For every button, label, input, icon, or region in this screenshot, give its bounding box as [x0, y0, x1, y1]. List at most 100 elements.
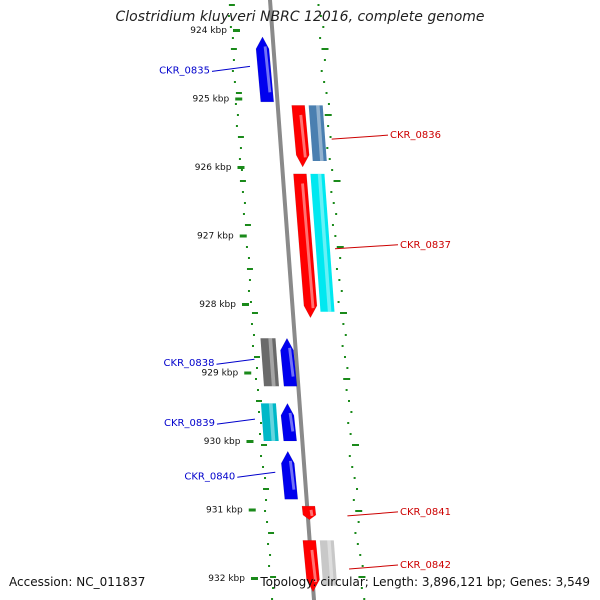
gene-ckr-0840[interactable]: [281, 450, 299, 500]
gene-ckr-0835-arrow-sheen: [263, 46, 272, 93]
map-title: Clostridium kluyveri NBRC 12016, complet…: [115, 9, 485, 25]
tick-label: 932 kbp: [208, 574, 245, 584]
gc-dot: [350, 411, 353, 413]
gc-dot: [329, 136, 332, 138]
gc-dot: [266, 521, 269, 523]
gc-dot: [260, 422, 263, 424]
gc-dot: [344, 334, 347, 336]
gene-ckr-0836-label-group[interactable]: CKR_0836: [331, 130, 441, 141]
gc-dot: [348, 400, 350, 402]
gene-ckr-0838-cog-block: [260, 338, 279, 387]
gc-dot: [361, 565, 364, 567]
gc-dot: [320, 70, 323, 72]
gene-ckr-0841-arrow: [301, 505, 317, 521]
gc-dot: [354, 532, 357, 534]
gene-ckr-0836-label[interactable]: CKR_0836: [390, 130, 441, 141]
gene-ckr-0836[interactable]: [291, 105, 310, 168]
gene-ckr-0842-cog-block: [319, 540, 338, 586]
gene-ckr-0835-label[interactable]: CKR_0835: [159, 65, 210, 76]
gene-ckr-0839[interactable]: [280, 402, 297, 442]
gc-dot: [271, 598, 274, 600]
gc-dot: [251, 345, 254, 347]
tick-930: 930 kbp: [204, 437, 254, 447]
gene-ckr-0840-label[interactable]: CKR_0840: [184, 471, 235, 482]
tick-928: 928 kbp: [199, 300, 249, 310]
gc-dot: [265, 499, 268, 501]
gene-ckr-0837-label-group[interactable]: CKR_0837: [334, 240, 451, 251]
gc-dot: [347, 422, 350, 424]
gc-dot: [341, 345, 344, 347]
gc-dot: [234, 103, 237, 105]
gc-dot: [356, 488, 359, 490]
tick-924: 924 kbp: [190, 26, 240, 36]
gene-ckr-0838-leader-line: [216, 358, 255, 365]
gene-ckr-0842-arrow-sheen: [310, 549, 318, 583]
gene-ckr-0838-label[interactable]: CKR_0838: [164, 358, 215, 369]
gc-dot: [242, 213, 245, 215]
gene-ckr-0842-label[interactable]: CKR_0842: [400, 560, 451, 571]
gene-ckr-0841-label-group[interactable]: CKR_0841: [347, 507, 451, 518]
gene-ckr-0838-label-group[interactable]: CKR_0838: [164, 358, 255, 369]
gc-dot: [272, 587, 275, 589]
gene-ckr-0837-cog-block-sheen: [317, 173, 332, 312]
gene-ckr-0837-label[interactable]: CKR_0837: [400, 240, 451, 251]
gene-ckr-0835-label-group[interactable]: CKR_0835: [159, 65, 251, 76]
gc-dot: [250, 323, 253, 325]
gc-dot: [324, 114, 332, 116]
gc-dot: [353, 477, 356, 479]
tick-mark: [239, 234, 247, 238]
gc-dot: [231, 37, 234, 39]
gene-ckr-0836-arrow: [291, 105, 310, 168]
gene-ckr-0837-arrow-sheen: [301, 183, 315, 309]
gc-dot: [256, 389, 259, 391]
gene-ckr-0841-arrow-sheen: [309, 509, 314, 517]
gc-dot: [345, 389, 348, 391]
tick-926: 926 kbp: [195, 163, 245, 173]
tick-label: 926 kbp: [195, 163, 232, 173]
gc-dot: [357, 521, 360, 523]
gene-ckr-0842-label-group[interactable]: CKR_0842: [349, 560, 451, 571]
gc-dot: [335, 268, 338, 270]
gc-dot-tracks: [227, 4, 366, 600]
gc-dot-track-right: [317, 4, 366, 600]
gc-dot: [268, 532, 275, 534]
tick-label: 930 kbp: [204, 437, 241, 447]
gc-dot: [267, 543, 270, 545]
gene-ckr-0842[interactable]: [302, 540, 320, 593]
tick-932: 932 kbp: [208, 574, 258, 584]
gene-ckr-0841[interactable]: [301, 505, 317, 521]
gene-ckr-0838-cog-block-sheen: [268, 338, 276, 387]
gene-ckr-0837[interactable]: [293, 173, 318, 319]
gc-dot: [254, 378, 257, 380]
gc-dot: [356, 543, 359, 545]
gene-ckr-0838[interactable]: [280, 337, 298, 387]
gene-ckr-0841-label[interactable]: CKR_0841: [400, 507, 451, 518]
gene-ckr-0840-arrow-sheen: [288, 460, 296, 490]
gc-dot: [252, 334, 255, 336]
gc-dot: [327, 125, 330, 127]
gc-dot: [322, 26, 325, 28]
gc-dot: [236, 114, 239, 116]
gc-dot: [249, 301, 252, 303]
tick-mark: [241, 303, 249, 306]
gene-ckr-0839-cog-block-sheen: [268, 403, 276, 442]
gc-dot: [331, 224, 334, 226]
gc-dot: [321, 48, 329, 50]
kbp-scale: 924 kbp 925 kbp 926 kbp 927 kbp 928 kbp 929 k…: [190, 26, 258, 584]
tick-mark: [244, 371, 252, 375]
gene-ckr-0839-label-group[interactable]: CKR_0839: [164, 418, 256, 429]
gc-dot: [331, 169, 334, 171]
gc-dot: [231, 70, 234, 72]
gc-dot: [255, 367, 258, 369]
gc-dot: [247, 257, 250, 259]
tick-mark: [248, 508, 256, 512]
tick-mark: [235, 97, 243, 101]
tick-mark: [237, 166, 245, 169]
gene-ckr-0840-label-group[interactable]: CKR_0840: [184, 471, 276, 482]
gc-dot: [317, 4, 320, 6]
genome-summary-text: Topology: circular; Length: 3,896,121 bp…: [260, 575, 590, 589]
genome-backbone: [268, 0, 316, 600]
gc-dot: [235, 125, 238, 127]
gene-ckr-0839-label[interactable]: CKR_0839: [164, 418, 215, 429]
gene-ckr-0835[interactable]: [255, 36, 275, 103]
